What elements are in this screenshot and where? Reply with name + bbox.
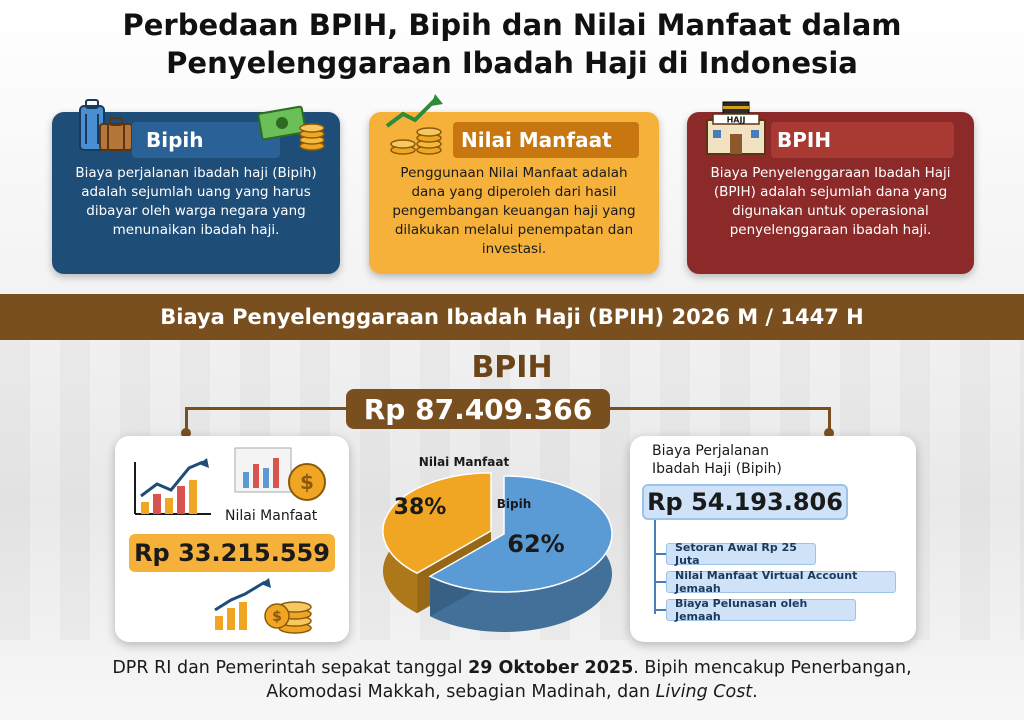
pie-label-nilai-manfaat: Nilai Manfaat: [419, 455, 510, 469]
card-nilai-manfaat: Nilai Manfaat Penggunaan Nilai Manfaat a…: [369, 94, 659, 274]
bpih-pie-chart: Nilai Manfaat 38% Bipih 62%: [382, 455, 613, 632]
luggage-icon: [79, 99, 133, 151]
pie-slice-nilai-manfaat: [382, 472, 492, 575]
card-bipih-heading: Bipih: [132, 122, 280, 158]
footer-text-4: .: [752, 682, 758, 702]
card-nilai-manfaat-heading: Nilai Manfaat: [453, 122, 639, 158]
connector-dot-left: [181, 428, 191, 438]
card-bpih-heading: BPIH: [771, 122, 954, 158]
card-nilai-manfaat-body: Penggunaan Nilai Manfaat adalah dana yan…: [392, 165, 636, 257]
bracket-tick-2: [654, 581, 666, 583]
card-bpih: HAJJ BPIH Biaya Penyelenggaraan Ibadah H…: [687, 101, 974, 274]
chart-coins-icon: $: [234, 447, 326, 501]
nilai-manfaat-amount: Rp 33.215.559: [129, 534, 335, 572]
footer-line-1: DPR RI dan Pemerintah sepakat tanggal 29…: [0, 656, 1024, 680]
growth-coins-icon: [385, 94, 443, 155]
footer-note: DPR RI dan Pemerintah sepakat tanggal 29…: [0, 656, 1024, 704]
connector-dot-right: [824, 428, 834, 438]
pie-value-nilai-manfaat: 38%: [394, 495, 447, 520]
pie-value-bipih: 62%: [507, 530, 564, 558]
bracket-tick-1: [654, 553, 666, 555]
nilai-manfaat-box: $ Nilai Manfaat Rp 33.215.559 $: [115, 436, 349, 642]
bipih-heading-line-2: Ibadah Haji (Bipih): [652, 461, 782, 477]
connector-left: [185, 407, 188, 433]
bracket-tick-3: [654, 609, 666, 611]
bipih-box: Biaya Perjalanan Ibadah Haji (Bipih) Rp …: [630, 436, 916, 642]
svg-text:$: $: [272, 609, 282, 625]
connector-right: [828, 407, 831, 433]
bipih-amount: Rp 54.193.806: [642, 484, 848, 520]
footer-text-2: . Bipih mencakup Penerbangan,: [633, 658, 912, 678]
bipih-component-nilai-manfaat-va: Nilai Manfaat Virtual Account Jemaah: [666, 569, 896, 595]
page-title: Perbedaan BPIH, Bipih dan Nilai Manfaat …: [0, 6, 1024, 82]
footer-date: 29 Oktober 2025: [468, 658, 634, 678]
bipih-component-setoran-awal: Setoran Awal Rp 25 Juta: [666, 541, 816, 567]
card-bpih-body: Biaya Penyelenggaraan Ibadah Haji (BPIH)…: [710, 165, 951, 238]
nilai-manfaat-label: Nilai Manfaat: [225, 508, 318, 524]
bracket-line: [654, 520, 656, 614]
bar-chart-growth-icon: [134, 458, 211, 515]
title-line-2: Penyelenggaraan Ibadah Haji di Indonesia: [166, 46, 858, 80]
bipih-component-pelunasan: Biaya Pelunasan oleh Jemaah: [666, 597, 856, 623]
card-bipih-body: Biaya perjalanan ibadah haji (Bipih) ada…: [75, 165, 317, 238]
growth-coins-bottom-icon: $: [214, 578, 312, 634]
svg-text:$: $: [300, 470, 314, 494]
section-banner: Biaya Penyelenggaraan Ibadah Haji (BPIH)…: [0, 294, 1024, 340]
hajj-building-icon: HAJJ: [706, 101, 766, 155]
bipih-heading-line-1: Biaya Perjalanan: [652, 443, 769, 459]
footer-line-2: Akomodasi Makkah, sebagian Madinah, dan …: [0, 680, 1024, 704]
title-line-1: Perbedaan BPIH, Bipih dan Nilai Manfaat …: [122, 8, 902, 42]
footer-text-1: DPR RI dan Pemerintah sepakat tanggal: [112, 658, 469, 678]
hajj-sign-text: HAJJ: [727, 116, 746, 125]
bpih-total-amount: Rp 87.409.366: [346, 389, 610, 429]
bipih-box-heading: Biaya Perjalanan Ibadah Haji (Bipih): [652, 442, 782, 478]
footer-living-cost: Living Cost: [655, 682, 753, 702]
pie-slice-bipih: [428, 475, 613, 593]
footer-text-3: Akomodasi Makkah, sebagian Madinah, dan: [266, 682, 656, 702]
bpih-label: BPIH: [471, 350, 553, 385]
pie-label-bipih: Bipih: [497, 497, 532, 511]
card-bipih: Bipih Biaya perjalanan ibadah haji (Bipi…: [52, 99, 340, 274]
money-coins-icon: [258, 105, 325, 151]
